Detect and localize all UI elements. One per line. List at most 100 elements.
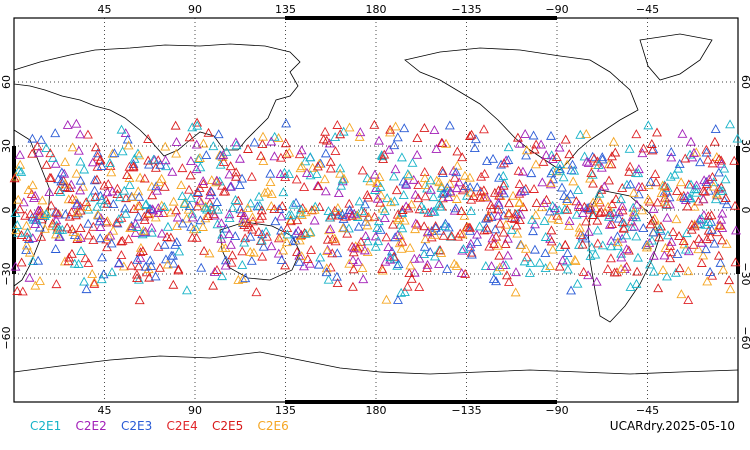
- observation-marker: [72, 198, 83, 208]
- observation-marker: [442, 182, 453, 192]
- observation-marker: [491, 231, 502, 241]
- observation-marker: [273, 233, 284, 243]
- observation-marker: [430, 222, 441, 232]
- observation-marker: [405, 260, 416, 270]
- observation-marker: [54, 224, 65, 234]
- observation-marker: [397, 207, 408, 217]
- observation-marker: [579, 151, 590, 161]
- observation-marker: [88, 221, 99, 231]
- observation-marker: [187, 232, 198, 242]
- observation-marker: [554, 205, 565, 215]
- observation-marker: [637, 148, 648, 158]
- observation-marker: [211, 175, 222, 185]
- observation-marker: [247, 212, 258, 222]
- coastline-australia: [219, 221, 301, 281]
- observation-marker: [27, 148, 38, 158]
- observation-marker: [299, 182, 310, 191]
- observation-marker: [674, 230, 685, 240]
- observation-marker: [12, 286, 23, 295]
- observation-marker: [503, 142, 514, 152]
- observation-marker: [262, 186, 273, 196]
- observation-marker: [660, 242, 671, 252]
- observation-marker: [360, 199, 370, 209]
- observation-marker: [419, 122, 430, 132]
- observation-marker: [616, 252, 627, 262]
- observation-marker: [628, 202, 639, 212]
- observation-marker: [708, 177, 719, 187]
- observation-marker: [362, 220, 373, 230]
- observation-marker: [604, 175, 614, 185]
- observation-marker: [419, 221, 430, 231]
- observation-marker: [371, 183, 382, 193]
- observation-marker: [172, 212, 183, 222]
- observation-marker: [67, 224, 78, 234]
- observation-marker: [242, 203, 253, 213]
- observation-marker: [64, 211, 75, 221]
- observation-marker: [491, 276, 502, 286]
- observation-marker: [41, 143, 52, 153]
- observation-marker: [14, 165, 24, 175]
- observation-marker: [668, 226, 679, 236]
- observation-marker: [472, 236, 483, 246]
- lon-tick-label-bottom: −45: [636, 404, 659, 417]
- observation-marker: [650, 169, 661, 179]
- observation-marker: [581, 216, 591, 226]
- observation-marker: [224, 169, 235, 179]
- observation-marker: [488, 273, 499, 283]
- observation-marker: [715, 257, 726, 267]
- observation-marker: [544, 206, 555, 216]
- observation-marker: [442, 263, 453, 273]
- observation-marker: [332, 120, 343, 129]
- observation-marker: [181, 213, 192, 223]
- observation-marker: [686, 136, 696, 146]
- observation-marker: [143, 134, 154, 143]
- observation-marker: [155, 159, 166, 169]
- observation-marker: [565, 189, 576, 199]
- observation-marker: [499, 158, 509, 168]
- observation-marker: [616, 263, 626, 273]
- observation-marker: [451, 167, 462, 177]
- observation-marker: [379, 213, 390, 223]
- observation-marker: [273, 132, 284, 142]
- observation-markers: [9, 117, 743, 305]
- observation-marker: [310, 201, 321, 211]
- observation-marker: [324, 212, 335, 222]
- observation-marker: [475, 192, 486, 202]
- observation-marker: [218, 156, 229, 166]
- observation-marker: [330, 146, 341, 156]
- observation-marker: [208, 141, 219, 151]
- coastline-north-america: [404, 47, 639, 171]
- observation-marker: [408, 174, 419, 184]
- observation-marker: [309, 204, 320, 214]
- observation-marker: [547, 200, 558, 210]
- observation-marker: [378, 154, 389, 164]
- observation-marker: [530, 159, 541, 169]
- observation-marker: [689, 221, 700, 231]
- observation-marker: [564, 215, 575, 225]
- observation-marker: [560, 239, 571, 249]
- observation-marker: [126, 260, 137, 270]
- observation-marker: [492, 204, 503, 214]
- observation-marker: [659, 250, 670, 260]
- observation-marker: [174, 246, 185, 256]
- observation-marker: [531, 139, 542, 149]
- observation-marker: [54, 231, 65, 241]
- observation-marker: [284, 147, 295, 157]
- observation-marker: [465, 131, 475, 140]
- observation-marker: [519, 185, 530, 195]
- observation-marker: [108, 199, 119, 209]
- observation-marker: [414, 253, 425, 263]
- observation-marker: [90, 191, 101, 201]
- observation-marker: [482, 224, 493, 234]
- observation-marker: [168, 196, 179, 206]
- legend-item: C2E1: [30, 419, 61, 433]
- observation-marker: [587, 210, 598, 219]
- observation-marker: [425, 184, 436, 194]
- observation-marker: [237, 259, 248, 269]
- observation-marker: [500, 239, 511, 248]
- observation-marker: [192, 117, 203, 127]
- coastline-antarctica: [13, 351, 739, 375]
- observation-marker: [134, 150, 145, 160]
- observation-marker: [41, 159, 52, 169]
- observation-marker: [375, 224, 386, 234]
